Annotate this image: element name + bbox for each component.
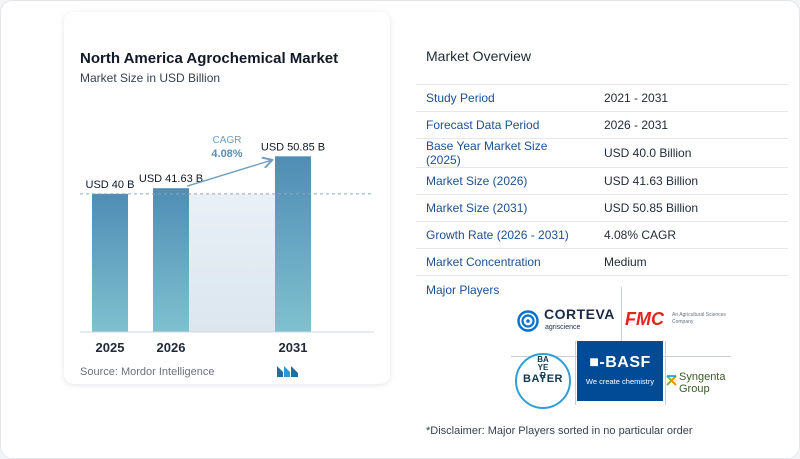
overview-value: USD 50.85 Billion [594, 194, 788, 222]
overview-label: Market Concentration [416, 248, 594, 276]
cagr-value: 4.08% [211, 148, 242, 160]
overview-row-base-year-size: Base Year Market Size (2025) USD 40.0 Bi… [416, 138, 788, 168]
bar-chart: USD 40 B USD 41.63 B USD 50.85 B 2025 2026 20… [80, 135, 374, 355]
bar-2026 [153, 188, 189, 332]
x-tick-label-2025: 2025 [96, 340, 125, 355]
overview-label: Market Size (2026) [416, 167, 594, 195]
bayer-logo: BAYER BAYER [515, 353, 571, 409]
cagr-arrow [186, 160, 271, 187]
bar-2031 [275, 156, 311, 332]
fmc-name: FMC [625, 309, 664, 329]
bayer-cross-circle [515, 353, 571, 409]
bayer-horizontal-text: BAYER [523, 373, 563, 385]
grid-divider [665, 341, 666, 405]
chart-subtitle: Market Size in USD Billion [80, 71, 221, 85]
syngenta-logo: Syngenta Group [665, 371, 735, 401]
corteva-logo: CORTEVA agriscience [517, 305, 621, 335]
chart-card: North America Agrochemical Market Market… [64, 12, 390, 384]
overview-row-size-2031: Market Size (2031) USD 50.85 Billion [416, 194, 788, 222]
syngenta-name-line2: Group [679, 383, 710, 395]
data-label-2031: USD 50.85 B [261, 141, 325, 153]
mordor-intelligence-logo [277, 366, 298, 377]
basf-tagline: We create chemistry [585, 377, 655, 386]
overview-label: Market Size (2031) [416, 194, 594, 222]
overview-label: Forecast Data Period [416, 111, 594, 139]
grid-divider [575, 341, 576, 405]
overview-row-forecast-period: Forecast Data Period 2026 - 2031 [416, 111, 788, 139]
disclaimer: *Disclaimer: Major Players sorted in no … [426, 425, 693, 437]
overview-row-study-period: Study Period 2021 - 2031 [416, 84, 788, 112]
corteva-name: CORTEVA [544, 306, 615, 322]
major-players-grid: CORTEVA agriscience FMC An Agricultural … [511, 287, 731, 409]
overview-label: Base Year Market Size (2025) [416, 138, 594, 168]
data-label-2026: USD 41.63 B [139, 173, 203, 185]
basf-logo: ■-BASF We create chemistry [577, 341, 663, 401]
overview-value: USD 40.0 Billion [594, 138, 788, 168]
data-label-2025: USD 40 B [86, 179, 135, 191]
overview-value: USD 41.63 Billion [594, 167, 788, 195]
x-tick-label-2026: 2026 [157, 340, 186, 355]
bayer-vertical-text: BAYER [537, 355, 549, 381]
grid-divider [621, 287, 622, 341]
fmc-tagline: An Agricultural Sciences Company [672, 312, 726, 325]
overview-row-concentration: Market Concentration Medium [416, 248, 788, 276]
overview-value: 2021 - 2031 [594, 84, 788, 112]
fmc-logo: FMC An Agricultural Sciences Company [625, 309, 731, 335]
syngenta-name: Syngenta Group [679, 371, 725, 395]
major-players-title: Major Players [426, 283, 500, 297]
chart-title: North America Agrochemical Market [80, 50, 339, 67]
overview-value: 4.08% CAGR [594, 221, 788, 249]
overview-row-growth-rate: Growth Rate (2026 - 2031) 4.08% CAGR [416, 221, 788, 249]
overview-row-size-2026: Market Size (2026) USD 41.63 Billion [416, 167, 788, 195]
syngenta-name-line1: Syngenta [679, 371, 726, 383]
chart-source: Source: Mordor Intelligence [80, 366, 215, 378]
overview-label: Study Period [416, 84, 594, 112]
syngenta-icon [666, 375, 677, 386]
corteva-tagline: agriscience [545, 324, 581, 331]
x-tick-label-2031: 2031 [279, 340, 308, 355]
bar-2025 [92, 193, 128, 332]
forecast-highlight-band [189, 193, 275, 332]
overview-value: 2026 - 2031 [594, 111, 788, 139]
market-overview-table: Study Period 2021 - 2031 Forecast Data P… [416, 84, 788, 276]
market-overview-title: Market Overview [426, 48, 532, 64]
cagr-label: CAGR [213, 135, 242, 146]
corteva-icon [517, 310, 539, 332]
basf-name: ■-BASF [589, 354, 651, 371]
overview-label: Growth Rate (2026 - 2031) [416, 221, 594, 249]
overview-value: Medium [594, 248, 788, 276]
